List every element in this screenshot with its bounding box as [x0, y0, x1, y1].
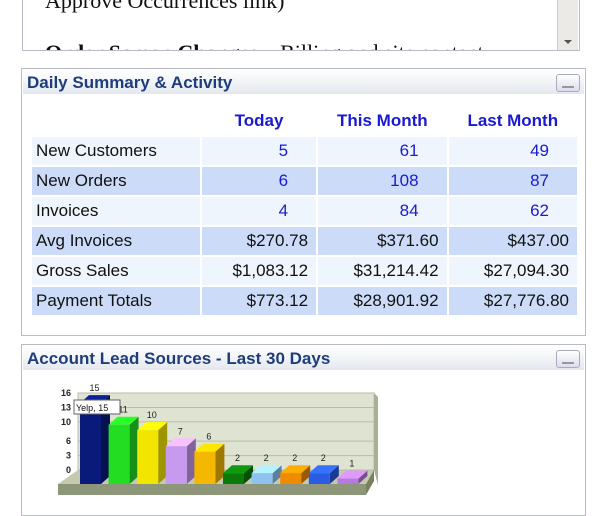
cell-value: $28,901.92: [318, 287, 447, 315]
lead-sources-panel: Account Lead Sources - Last 30 Days: [21, 344, 586, 516]
column-header: Last Month: [467, 111, 559, 130]
cell-value: $27,776.80: [448, 287, 577, 315]
cell-value: 87: [448, 167, 577, 195]
summary-table: Today This Month Last Month New Customers 5 6…: [30, 105, 579, 317]
table-row: Invoices 4 84 62: [32, 197, 577, 225]
column-header: Today: [234, 111, 284, 130]
panel-title: Daily Summary & Activity: [27, 73, 233, 92]
arrow: [564, 40, 572, 44]
row-label: Gross Sales: [32, 257, 200, 285]
table-row: Avg Invoices $270.78 $371.60 $437.00: [32, 227, 577, 255]
top-text-bold: Order Screen Changes: [45, 40, 258, 50]
cell-value: 6: [202, 167, 317, 195]
cell-value: $371.60: [318, 227, 447, 255]
cell-value: $1,083.12: [202, 257, 317, 285]
table-row: New Customers 5 61 49: [32, 137, 577, 165]
panel-header: Daily Summary & Activity: [23, 70, 584, 94]
table-row: New Orders 6 108 87: [32, 167, 577, 195]
cell-value: $27,094.30: [448, 257, 577, 285]
top-text-rest: – Billing and site contact: [264, 40, 484, 50]
cell-value: $31,214.42: [318, 257, 447, 285]
table-row: Payment Totals $773.12 $28,901.92 $27,776.8…: [32, 287, 577, 315]
scroll-arrow[interactable]: [558, 0, 578, 50]
cell-value: 61: [318, 137, 447, 165]
cell-value: 108: [318, 167, 447, 195]
table-row: Gross Sales $1,083.12 $31,214.42 $27,094.30: [32, 257, 577, 285]
row-label: Payment Totals: [32, 287, 200, 315]
cell-value: 62: [448, 197, 577, 225]
top-panel: Approve Occurrences link) Order Screen C…: [22, 0, 580, 51]
row-label: Invoices: [32, 197, 200, 225]
cell-value: 49: [448, 137, 577, 165]
panel-title: Account Lead Sources - Last 30 Days: [27, 349, 331, 368]
cell-value: $437.00: [448, 227, 577, 255]
row-label: New Customers: [32, 137, 200, 165]
top-text: Approve Occurrences link): [45, 0, 285, 13]
top-text: Order Screen Changes – Billing and site …: [45, 40, 484, 50]
cell-value: $773.12: [202, 287, 317, 315]
cell-value: 5: [202, 137, 317, 165]
daily-summary-panel: Daily Summary & Activity Today This Month…: [21, 68, 586, 336]
cell-value: $270.78: [202, 227, 317, 255]
cell-value: 4: [202, 197, 317, 225]
cell-value: 84: [318, 197, 447, 225]
minimize-button[interactable]: [556, 74, 580, 92]
column-header: This Month: [336, 111, 428, 130]
header-row: Today This Month Last Month: [32, 107, 577, 135]
header-spacer: [32, 107, 200, 135]
row-label: Avg Invoices: [32, 227, 200, 255]
scrollbar[interactable]: [557, 0, 578, 50]
panel-header: Account Lead Sources - Last 30 Days: [23, 346, 584, 370]
minimize-button[interactable]: [556, 350, 580, 368]
row-label: New Orders: [32, 167, 200, 195]
